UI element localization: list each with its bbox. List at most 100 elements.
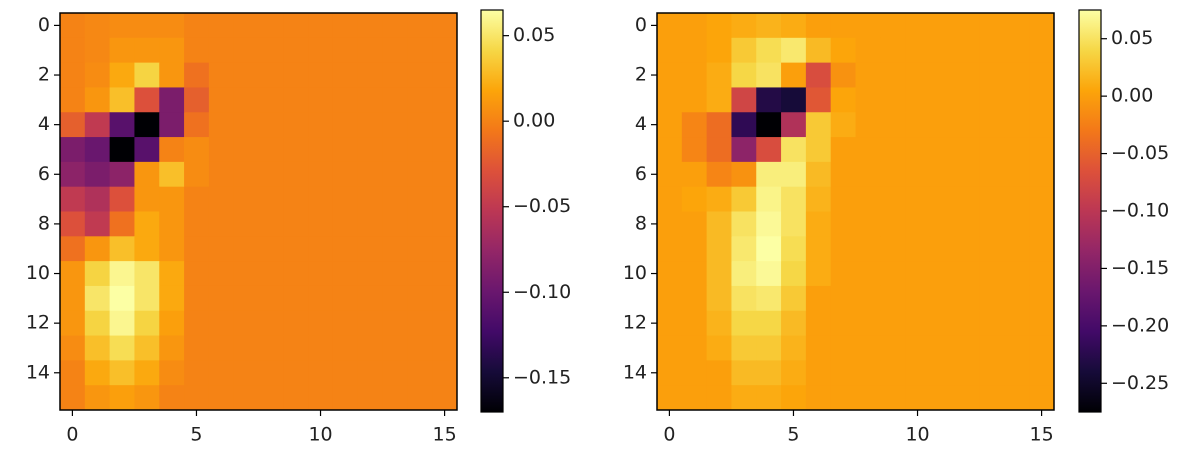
heatmap-cell: [357, 37, 384, 64]
heatmap-cell: [84, 211, 111, 237]
heatmap-cell: [60, 87, 86, 113]
heatmap-cell: [109, 285, 135, 312]
heatmap-cell: [756, 186, 782, 212]
x-tick-label: 10: [905, 424, 929, 446]
heatmap-cell: [855, 236, 881, 262]
heatmap-cell: [308, 261, 334, 287]
heatmap-cell: [830, 112, 856, 138]
heatmap-cell: [805, 112, 832, 138]
heatmap-cell: [905, 112, 931, 138]
heatmap-cell: [954, 335, 981, 361]
heatmap-cell: [954, 13, 981, 39]
y-tick-label: 2: [38, 64, 50, 86]
heatmap-cell: [382, 137, 408, 163]
heatmap-cell: [979, 211, 1005, 237]
y-tick-label: 0: [635, 14, 647, 36]
heatmap-cell: [979, 310, 1005, 337]
heatmap-cell: [1029, 13, 1055, 39]
heatmap-cell: [657, 161, 683, 188]
heatmap-cell: [681, 335, 708, 361]
heatmap-cell: [731, 236, 757, 262]
heatmap-cell: [781, 236, 807, 262]
heatmap-cell: [855, 310, 881, 337]
heatmap-cell: [159, 137, 185, 163]
heatmap-cell: [1029, 112, 1055, 138]
heatmap-cell: [929, 13, 956, 39]
heatmap-cell: [84, 236, 111, 262]
heatmap-cell: [159, 211, 185, 237]
heatmap-cell: [855, 13, 881, 39]
heatmap-cell: [407, 335, 433, 361]
heatmap-cell: [109, 62, 135, 88]
heatmap-cell: [929, 285, 956, 312]
heatmap-cell: [258, 310, 284, 337]
heatmap-cell: [159, 87, 185, 113]
heatmap-cell: [731, 186, 757, 212]
heatmap-cell: [781, 112, 807, 138]
heatmap-cell: [308, 385, 334, 411]
heatmap-cell: [432, 13, 458, 39]
heatmap-cell: [681, 112, 708, 138]
heatmap-cell: [954, 87, 981, 113]
heatmap-cell: [1029, 161, 1055, 188]
heatmap-cell: [781, 310, 807, 337]
heatmap-cell: [60, 236, 86, 262]
y-tick-label: 0: [38, 14, 50, 36]
heatmap-cell: [184, 161, 210, 188]
heatmap-cell: [830, 360, 856, 386]
heatmap-cell: [134, 112, 160, 138]
heatmap-cell: [159, 310, 185, 337]
heatmap-cell: [60, 37, 86, 64]
heatmap-cell: [805, 236, 832, 262]
heatmap-cell: [258, 37, 284, 64]
heatmap-cell: [954, 211, 981, 237]
heatmap-cell: [830, 137, 856, 163]
heatmap-cell: [781, 161, 807, 188]
heatmap-cell: [781, 13, 807, 39]
heatmap-cell: [657, 285, 683, 312]
heatmap-cell: [1029, 285, 1055, 312]
heatmap-cell: [134, 137, 160, 163]
heatmap-cell: [1029, 37, 1055, 64]
heatmap-cell: [357, 13, 384, 39]
heatmap-cell: [830, 236, 856, 262]
heatmap-cell: [84, 360, 111, 386]
heatmap-cell: [134, 13, 160, 39]
heatmap-cell: [332, 87, 359, 113]
heatmap-cell: [184, 285, 210, 312]
heatmap-cell: [731, 211, 757, 237]
heatmap-cell: [283, 385, 309, 411]
heatmap-cell: [855, 161, 881, 188]
heatmap-cell: [382, 211, 408, 237]
heatmap-cell: [208, 385, 235, 411]
heatmap-cell: [681, 385, 708, 411]
heatmap-cell: [681, 261, 708, 287]
heatmap-cell: [382, 13, 408, 39]
heatmap-cell: [159, 112, 185, 138]
heatmap-cell: [60, 161, 86, 188]
heatmap-cell: [905, 87, 931, 113]
heatmap-cell: [283, 335, 309, 361]
colorbar-tick-label: −0.15: [513, 366, 571, 388]
heatmap-cell: [233, 62, 259, 88]
heatmap-cell: [1004, 161, 1030, 188]
heatmap-cell: [1029, 137, 1055, 163]
heatmap-cell: [657, 137, 683, 163]
heatmap-cell: [954, 62, 981, 88]
heatmap-cell: [432, 310, 458, 337]
heatmap-cell: [905, 37, 931, 64]
heatmap-cell: [432, 236, 458, 262]
heatmap-cell: [382, 87, 408, 113]
heatmap-cell: [308, 161, 334, 188]
heatmap-cell: [109, 161, 135, 188]
heatmap-cell: [258, 186, 284, 212]
heatmap-cell: [407, 360, 433, 386]
heatmap-cell: [855, 137, 881, 163]
heatmap-cell: [432, 161, 458, 188]
heatmap-cell: [929, 211, 956, 237]
y-tick-label: 4: [635, 113, 647, 135]
heatmap-cell: [184, 385, 210, 411]
heatmap-cell: [979, 385, 1005, 411]
heatmap-cell: [905, 310, 931, 337]
heatmap-cell: [756, 261, 782, 287]
